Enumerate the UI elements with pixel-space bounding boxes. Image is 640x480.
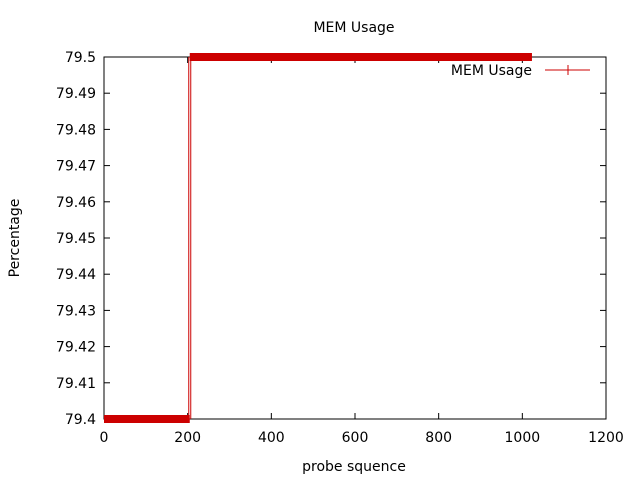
series-layer [104,53,532,423]
x-tick-label: 0 [100,430,109,446]
y-tick-label: 79.47 [56,159,96,175]
y-tick-label: 79.43 [56,303,96,319]
y-axis-ticks: 79.4 79.41 79.42 79.43 79.44 79.45 79.46 79.47 7… [56,50,606,428]
x-tick-label: 1000 [505,430,541,446]
x-axis-label: probe squence [302,459,406,475]
y-tick-label: 79.41 [56,376,96,392]
y-tick-label: 79.5 [65,50,96,66]
y-tick-label: 79.46 [56,195,96,211]
x-tick-label: 800 [425,430,452,446]
x-tick-label: 1200 [588,430,624,446]
y-tick-label: 79.42 [56,340,96,356]
y-axis-label: Percentage [7,199,23,278]
y-tick-label: 79.48 [56,122,96,138]
y-tick-label: 79.49 [56,86,96,102]
x-tick-label: 400 [258,430,285,446]
y-tick-label: 79.45 [56,231,96,247]
y-tick-label: 79.44 [56,267,96,283]
chart-title: MEM Usage [313,20,394,36]
x-tick-label: 600 [342,430,369,446]
x-axis-ticks: 0 200 400 600 800 1000 1200 [100,57,624,446]
legend-label: MEM Usage [451,63,532,79]
y-tick-label: 79.4 [65,412,96,428]
x-tick-label: 200 [174,430,201,446]
plot-frame [103,56,607,420]
legend: MEM Usage [451,63,590,79]
